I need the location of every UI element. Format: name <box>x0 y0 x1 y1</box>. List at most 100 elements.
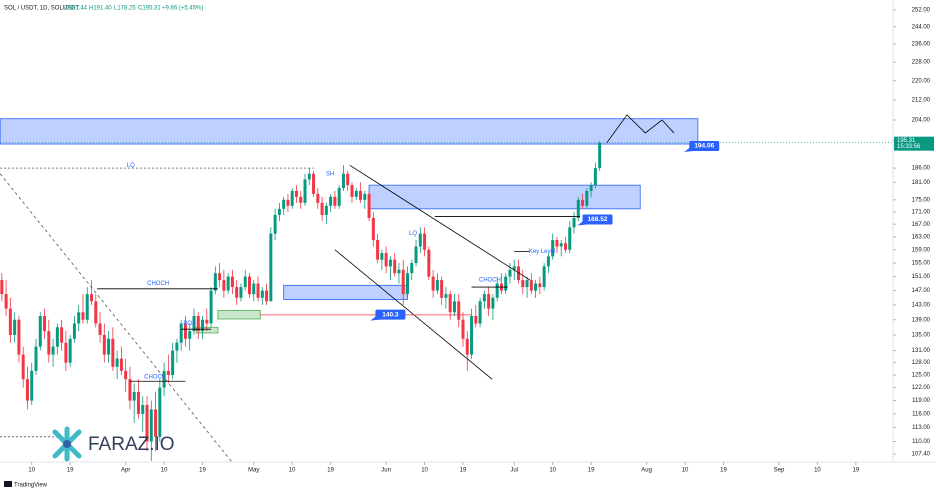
x-tick-label: 10 <box>28 468 35 474</box>
y-tick-label: 119.00 <box>912 398 931 404</box>
candle-body <box>132 391 136 401</box>
candle-body <box>51 346 55 355</box>
candle-body <box>68 338 72 363</box>
candle-body <box>423 233 427 250</box>
candle-body <box>529 280 533 291</box>
candle-body <box>81 312 85 320</box>
x-tick-label: 10 <box>289 468 296 474</box>
x-tick-label: 19 <box>327 468 334 474</box>
candle-body <box>111 338 115 367</box>
candle-body <box>235 287 239 298</box>
candle-body <box>559 243 563 247</box>
annotation: CHOCH <box>144 375 166 381</box>
brand-logo <box>4 481 12 487</box>
drawing-line <box>606 114 675 143</box>
price-label-box <box>689 141 720 152</box>
y-tick-label: 167.00 <box>912 222 931 228</box>
candle-body <box>282 199 286 209</box>
candle-body <box>205 319 209 324</box>
open: O181.44 <box>64 6 88 12</box>
candle-body <box>149 409 153 442</box>
candle-body <box>265 290 269 302</box>
x-tick-label: 10 <box>682 468 689 474</box>
candle-body <box>405 273 409 295</box>
y-tick-label: 175.00 <box>912 197 931 203</box>
brand: TradingView <box>14 483 48 489</box>
candle-body <box>0 280 4 295</box>
symbol: SOL / USDT, 1D, SOLUSDT <box>4 6 79 12</box>
y-tick-label: 128.00 <box>912 360 931 366</box>
candle-body <box>401 269 405 295</box>
candle-body <box>491 297 495 309</box>
candle-body <box>333 196 337 206</box>
candle-body <box>179 323 183 343</box>
y-tick-label: 122.00 <box>912 385 931 391</box>
close: C195.31 <box>138 6 161 12</box>
candle-body <box>487 294 491 309</box>
x-tick-label: Apr <box>121 468 130 474</box>
x-tick-label: Jul <box>510 468 518 474</box>
candle-body <box>222 280 226 291</box>
candle-body <box>107 338 111 355</box>
candle-body <box>508 269 512 277</box>
candle-body <box>418 233 422 247</box>
x-tick-label: 19 <box>199 468 206 474</box>
candle-body <box>128 379 132 401</box>
candle-body <box>299 196 303 203</box>
x-tick-label: Sep <box>774 468 785 474</box>
candle-body <box>598 142 602 169</box>
candle-body <box>94 301 98 324</box>
price-label-box <box>582 214 613 225</box>
candle-body <box>568 227 572 250</box>
candle-body <box>239 287 243 298</box>
annotation: SH <box>326 171 334 177</box>
annotation: CHOCH <box>147 281 169 287</box>
zone <box>368 184 641 210</box>
price-label-pointer <box>577 221 587 226</box>
x-tick-label: 19 <box>460 468 467 474</box>
y-tick-label: 135.00 <box>912 333 931 339</box>
candle-body <box>72 323 76 339</box>
price-label: 168.52 <box>588 216 608 223</box>
candle-body <box>563 243 567 250</box>
candle-body <box>576 199 580 218</box>
candle-body <box>115 358 119 367</box>
candle-body <box>136 391 140 414</box>
candle-body <box>273 214 277 234</box>
candle-body <box>589 185 593 191</box>
candle-body <box>166 370 170 375</box>
annotation: LQ <box>127 163 135 169</box>
candle-body <box>388 259 392 267</box>
x-tick-label: 10 <box>549 468 556 474</box>
last-price: 195.31 <box>897 138 916 144</box>
candle-body <box>192 315 196 332</box>
candle-body <box>162 370 166 388</box>
y-tick-label: 139.00 <box>912 317 931 323</box>
x-tick-label: May <box>248 468 259 474</box>
candle-body <box>346 173 350 186</box>
candle-body <box>350 185 354 197</box>
candle-body <box>286 199 290 206</box>
annotation: BOS <box>183 321 196 327</box>
candle-body <box>269 233 273 302</box>
candle-body <box>158 387 162 437</box>
candle-body <box>226 276 230 291</box>
candle-body <box>243 276 247 288</box>
candle-body <box>341 173 345 189</box>
candle-body <box>324 205 328 215</box>
candle-body <box>256 283 260 298</box>
candle-body <box>30 370 34 401</box>
x-tick-label: 19 <box>720 468 727 474</box>
candle-body <box>316 193 320 203</box>
zone <box>217 310 261 320</box>
plot-area: LQ SH CHOCH CHOCH BOS LQ CHOCH Key Level 194.06 1… <box>0 114 893 462</box>
candle-body <box>359 190 363 200</box>
candle-body <box>593 168 597 186</box>
candle-body <box>294 190 298 197</box>
y-tick-label: 147.00 <box>912 288 931 294</box>
zone <box>283 284 408 300</box>
candle-body <box>145 404 149 442</box>
drawing-line <box>0 173 233 462</box>
y-tick-label: 155.00 <box>912 261 931 267</box>
annotation: LQ <box>409 231 417 237</box>
